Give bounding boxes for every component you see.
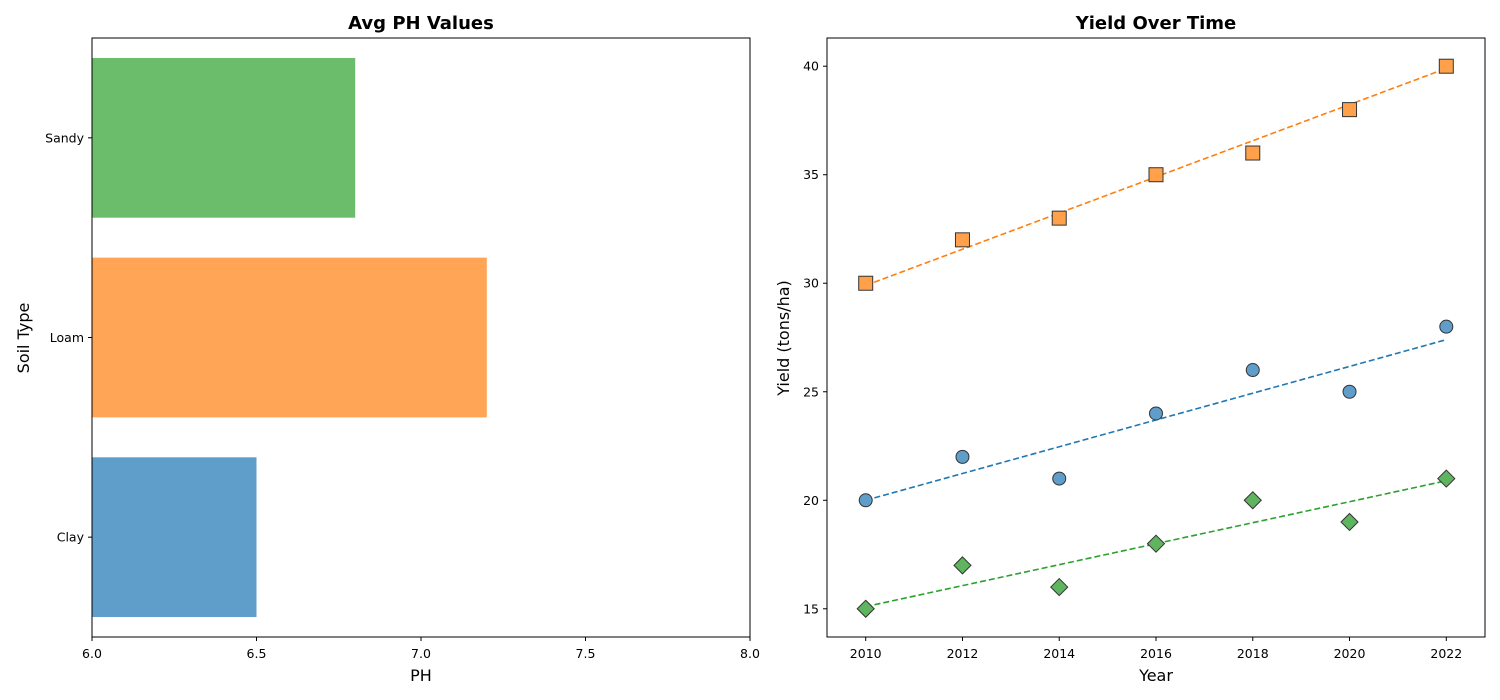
scatter-x-tick-label: 2018 (1237, 646, 1269, 661)
point-diamond (856, 599, 875, 618)
scatter-chart-panel: Yield Over Time 2010 2012 2014 2016 2018 2020… (774, 13, 1486, 685)
bar-y-axis-label: Soil Type (14, 303, 33, 374)
scatter-x-tick-label: 2010 (850, 646, 882, 661)
bar-x-axis-label: PH (410, 666, 432, 685)
point-square (1245, 145, 1261, 161)
scatter-markers (856, 58, 1456, 618)
point-square (1438, 58, 1454, 74)
point-diamond (1050, 577, 1069, 597)
scatter-x-tick-label: 2012 (947, 646, 979, 661)
point-circle (858, 493, 873, 508)
scatter-y-axis-label: Yield (tons/ha) (774, 280, 793, 397)
bar-x-tick-label: 6.0 (82, 646, 102, 661)
scatter-x-tick-label: 2022 (1430, 646, 1462, 661)
scatter-y-tick-label: 20 (803, 493, 819, 508)
scatter-plot-frame (826, 37, 1486, 638)
bar-chart-title: Avg PH Values (348, 13, 494, 34)
scatter-y-tick-label: 30 (803, 276, 819, 291)
point-circle (955, 449, 970, 464)
scatter-x-ticks: 2010 2012 2014 2016 2018 2020 2022 (850, 637, 1462, 661)
scatter-y-tick-label: 35 (803, 167, 819, 182)
point-circle (1149, 406, 1163, 421)
bar-x-tick-label: 7.5 (576, 646, 596, 661)
bar-loam (92, 257, 487, 418)
bar-marks (92, 57, 487, 618)
bar-x-tick-label: 8.0 (740, 646, 760, 661)
bar-y-tick-label-clay: Clay (57, 530, 85, 545)
bar-x-ticks: 6.0 6.5 7.0 7.5 8.0 (82, 637, 760, 661)
scatter-x-tick-label: 2020 (1334, 646, 1366, 661)
scatter-y-tick-label: 15 (803, 601, 819, 616)
bar-x-tick-label: 7.0 (411, 646, 431, 661)
point-diamond (953, 556, 972, 575)
point-circle (1439, 319, 1454, 334)
point-diamond (1340, 512, 1359, 532)
point-square (1148, 167, 1164, 183)
point-circle (1052, 471, 1067, 486)
bar-x-tick-label: 6.5 (247, 646, 267, 661)
point-diamond (1243, 491, 1262, 510)
bar-y-ticks: Clay Loam Sandy (45, 130, 92, 545)
point-square (954, 232, 970, 248)
bar-chart-panel: Avg PH Values 6.0 6.5 7.0 7.5 8.0 Clay Loam Sa… (14, 13, 760, 685)
scatter-y-ticks: 15 20 25 30 35 40 (803, 59, 827, 616)
scatter-x-tick-label: 2014 (1043, 646, 1075, 661)
scatter-x-tick-label: 2016 (1140, 646, 1172, 661)
bar-sandy (92, 57, 356, 218)
bar-y-tick-label-sandy: Sandy (45, 130, 84, 145)
scatter-y-tick-label: 40 (803, 59, 819, 74)
bar-clay (92, 457, 257, 618)
bar-y-tick-label-loam: Loam (50, 330, 84, 345)
scatter-x-axis-label: Year (1138, 666, 1173, 685)
point-diamond (1146, 534, 1166, 553)
scatter-y-tick-label: 25 (803, 384, 819, 399)
bar-plot-frame (91, 37, 751, 638)
point-circle (1342, 384, 1357, 399)
point-diamond (1437, 469, 1456, 488)
scatter-chart-title: Yield Over Time (1075, 13, 1237, 34)
point-square (1051, 210, 1067, 226)
point-square (858, 275, 874, 291)
point-circle (1245, 363, 1260, 378)
point-square (1342, 102, 1358, 118)
